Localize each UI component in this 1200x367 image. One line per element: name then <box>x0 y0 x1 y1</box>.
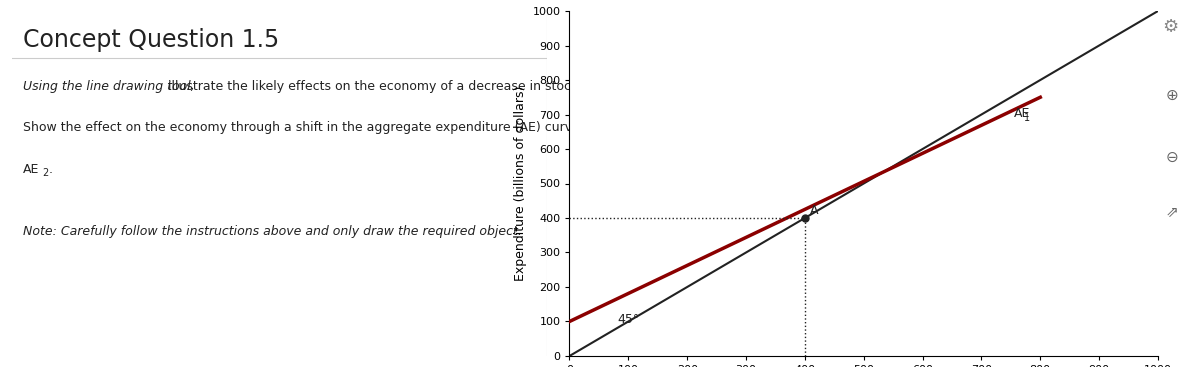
Text: illustrate the likely effects on the economy of a decrease in stock market price: illustrate the likely effects on the eco… <box>164 80 673 93</box>
Text: A: A <box>810 204 818 217</box>
Text: AE: AE <box>23 163 40 176</box>
Text: ⚙: ⚙ <box>1163 18 1178 36</box>
Text: Concept Question 1.5: Concept Question 1.5 <box>23 28 278 52</box>
Text: 1: 1 <box>1025 113 1031 123</box>
Text: ⊕: ⊕ <box>1165 88 1178 103</box>
Text: ⇗: ⇗ <box>1165 206 1178 220</box>
Text: 2: 2 <box>42 168 49 178</box>
Y-axis label: Expenditure (billions of dollars): Expenditure (billions of dollars) <box>514 86 527 281</box>
Text: .: . <box>48 163 53 176</box>
Text: ⊖: ⊖ <box>1165 150 1178 165</box>
Text: Using the line drawing tool,: Using the line drawing tool, <box>23 80 194 93</box>
Text: Note: Carefully follow the instructions above and only draw the required object.: Note: Carefully follow the instructions … <box>23 225 522 238</box>
Text: 45°: 45° <box>618 313 640 326</box>
Text: Show the effect on the economy through a shift in the aggregate expenditure (AE): Show the effect on the economy through a… <box>23 121 719 134</box>
Text: AE: AE <box>1014 107 1030 120</box>
